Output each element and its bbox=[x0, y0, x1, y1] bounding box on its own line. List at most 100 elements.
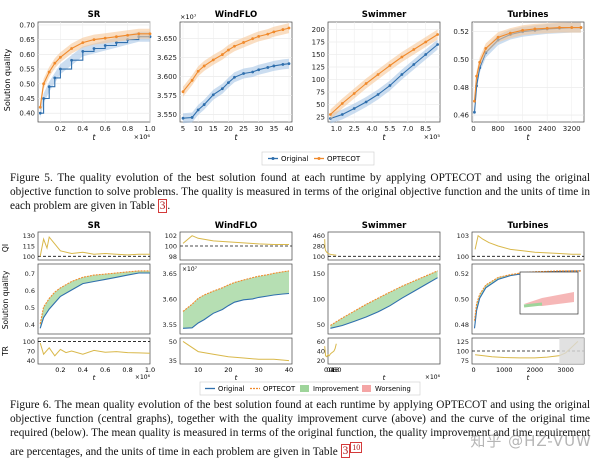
data-point bbox=[579, 26, 583, 29]
data-point bbox=[233, 44, 236, 48]
data-point bbox=[220, 53, 224, 56]
data-point bbox=[126, 33, 129, 37]
y-tick-label: 0.55 bbox=[19, 66, 35, 74]
confidence-band-original bbox=[330, 39, 438, 124]
data-point bbox=[251, 37, 255, 41]
data-point bbox=[47, 70, 51, 74]
table-reference-link[interactable]: 3 bbox=[340, 444, 351, 459]
y-tick-label: 125 bbox=[312, 64, 325, 72]
y-tick-label: 70 bbox=[27, 348, 35, 356]
x-tick-label: 20 bbox=[224, 125, 233, 133]
data-point bbox=[196, 69, 200, 73]
data-point bbox=[190, 78, 194, 82]
data-point bbox=[81, 50, 85, 53]
data-point bbox=[70, 58, 73, 62]
data-point bbox=[59, 67, 62, 71]
chart-title: Turbines bbox=[508, 221, 549, 231]
data-point bbox=[47, 85, 51, 89]
quality-improvement-line bbox=[182, 235, 289, 245]
data-point bbox=[202, 103, 206, 106]
x-tick-label: 0.8 bbox=[122, 366, 132, 374]
y-tick-label: 0.7 bbox=[25, 270, 35, 278]
confidence-band-optecot bbox=[40, 28, 151, 113]
x-tick-label: 3200 bbox=[563, 125, 581, 133]
data-point bbox=[115, 35, 118, 39]
data-point bbox=[59, 55, 62, 59]
y-tick-label: 175 bbox=[312, 39, 325, 47]
footnote-marker[interactable]: 10 bbox=[350, 441, 363, 453]
x-tick-label: 0.4 bbox=[78, 366, 88, 374]
data-point bbox=[148, 32, 152, 36]
data-point bbox=[388, 84, 392, 87]
series-line-original bbox=[473, 270, 581, 329]
data-point bbox=[352, 92, 356, 95]
y-tick-label: 75 bbox=[461, 357, 469, 365]
y-tick-label: 40 bbox=[27, 357, 35, 365]
table-reference-link[interactable]: 3 bbox=[157, 199, 168, 214]
y-tick-label: 3.65 bbox=[163, 270, 177, 278]
figure-5-caption: Figure 5. The quality evolution of the b… bbox=[10, 172, 591, 214]
y-exponent: ×10⁷ bbox=[180, 13, 197, 21]
inset-box bbox=[519, 271, 579, 315]
qi-axis-label: QI bbox=[1, 244, 10, 252]
chart-sr: 0.40 0.45 0.50 0.55 0.60 0.65 0.70 0.2 0.4 0.6 0.8… bbox=[19, 10, 155, 142]
data-point bbox=[376, 73, 380, 76]
legend: Original OPTECOT bbox=[261, 151, 375, 166]
series-line-optecot bbox=[473, 27, 581, 102]
y-tick-label: 3.60 bbox=[163, 296, 177, 304]
x-axis-label: t bbox=[527, 133, 531, 142]
data-point bbox=[53, 61, 57, 65]
y-tick-label: 0.50 bbox=[455, 296, 469, 304]
x-tick-label: 20 bbox=[224, 366, 232, 374]
x-tick-label: 0.6 bbox=[326, 366, 336, 374]
y-tick-label: 75 bbox=[316, 89, 325, 97]
data-point bbox=[42, 97, 45, 100]
data-point bbox=[266, 32, 270, 36]
data-point bbox=[364, 82, 368, 85]
y-tick-label: 100 bbox=[457, 348, 469, 356]
y-tick-label: 3.625 bbox=[157, 54, 177, 62]
quality-improvement-line bbox=[324, 239, 337, 256]
y-tick-label: 0.4 bbox=[25, 321, 35, 329]
x-tick-label: 0.8 bbox=[122, 125, 133, 133]
data-point bbox=[436, 33, 440, 36]
x-tick-label: 0.6 bbox=[100, 125, 112, 133]
y-tick-label: 3.650 bbox=[157, 35, 177, 43]
improvement-area bbox=[330, 270, 438, 329]
legend-swatch bbox=[300, 385, 309, 392]
chart-title: SR bbox=[88, 221, 101, 231]
series-line-original bbox=[330, 277, 438, 329]
series-line-optecot bbox=[330, 34, 438, 115]
data-point bbox=[424, 40, 428, 44]
y-tick-label: 0.50 bbox=[19, 80, 35, 88]
data-point bbox=[92, 38, 96, 42]
data-point bbox=[521, 28, 525, 32]
plot-area-bot bbox=[37, 337, 151, 365]
x-tick-label: 35 bbox=[269, 125, 278, 133]
x-tick-label: 10 bbox=[194, 125, 203, 133]
chart-title: Turbines bbox=[508, 10, 549, 20]
x-tick-label: 40 bbox=[285, 125, 294, 133]
y-tick-label: 3.575 bbox=[157, 92, 177, 100]
data-point bbox=[473, 110, 476, 114]
figure-6-label: Figure 6. bbox=[10, 399, 52, 411]
y-tick-label: 0.70 bbox=[19, 21, 35, 29]
data-point bbox=[533, 27, 537, 31]
y-tick-label: 25 bbox=[316, 114, 325, 122]
y-tick-label: 100 bbox=[312, 76, 325, 84]
x-tick-label: 1.0 bbox=[144, 125, 155, 133]
figure-5-label: Figure 5. bbox=[10, 172, 53, 184]
data-point bbox=[545, 26, 549, 30]
data-point bbox=[211, 58, 215, 62]
data-point bbox=[376, 93, 380, 96]
x-tick-label: 3000 bbox=[557, 366, 574, 374]
data-point bbox=[400, 55, 404, 59]
improvement-area bbox=[40, 270, 151, 329]
x-axis-label: t bbox=[527, 374, 530, 382]
y-tick-label: 280 bbox=[313, 243, 325, 251]
data-point bbox=[38, 111, 42, 115]
data-point bbox=[281, 28, 285, 31]
y-tick-label: 0.5 bbox=[25, 304, 35, 312]
legend-label: Original bbox=[218, 385, 245, 393]
